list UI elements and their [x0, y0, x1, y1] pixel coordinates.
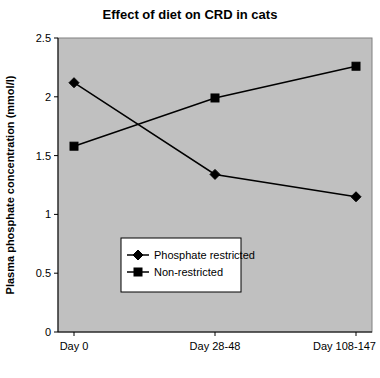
x-tick-label: Day 0 — [60, 340, 89, 352]
title: Effect of diet on CRD in cats — [103, 7, 278, 22]
x-tick-label: Day 108-147 — [313, 340, 376, 352]
y-axis-label: Plasma phosphate concentration (mmol/l) — [4, 75, 16, 294]
data-point — [69, 78, 79, 88]
series-group — [69, 62, 361, 202]
data-point — [352, 62, 360, 70]
y-tick — [54, 155, 58, 156]
x-tick-label: Day 28-48 — [190, 340, 241, 352]
y-tick — [54, 38, 58, 39]
y-tick-label: 2 — [45, 91, 51, 103]
y-tick-label: 2.5 — [36, 32, 51, 44]
y-tick-label: 1.5 — [36, 150, 51, 162]
series-line — [74, 66, 356, 146]
y-tick-label: 0.5 — [36, 267, 51, 279]
x-tick — [356, 332, 357, 336]
y-tick — [54, 273, 58, 274]
plot-area — [58, 38, 372, 332]
data-point — [351, 192, 361, 202]
data-point — [211, 94, 219, 102]
y-axis — [58, 38, 59, 332]
data-point — [210, 169, 220, 179]
x-tick — [215, 332, 216, 336]
data-point — [70, 142, 78, 150]
legend-marker — [133, 250, 143, 260]
legend-label: Non-restricted — [154, 266, 223, 278]
legend-marker — [134, 268, 142, 276]
y-tick — [54, 96, 58, 97]
y-tick-label: 1 — [45, 208, 51, 220]
legend-box — [121, 238, 241, 292]
x-tick — [74, 332, 75, 336]
y-tick — [54, 214, 58, 215]
y-tick — [54, 332, 58, 333]
y-tick-label: 0 — [45, 326, 51, 338]
legend-label: Phosphate restricted — [154, 249, 255, 261]
legend: Phosphate restricted Non-restricted — [121, 238, 255, 292]
series-line — [74, 83, 356, 197]
